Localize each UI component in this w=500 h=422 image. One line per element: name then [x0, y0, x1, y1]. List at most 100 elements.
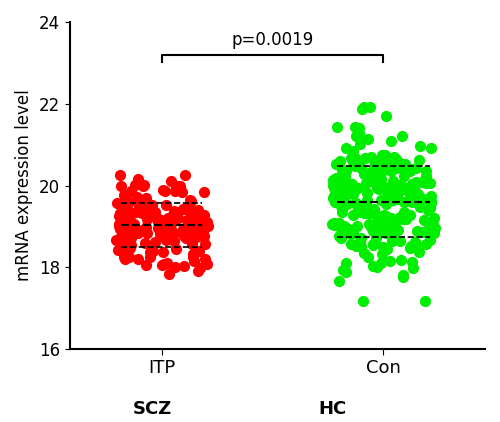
Point [400, 215, 408, 222]
Point [415, 197, 423, 204]
Point [192, 210, 200, 217]
Point [379, 183, 387, 190]
Point [338, 222, 346, 229]
Point [384, 161, 392, 168]
Point [400, 216, 408, 223]
Point [373, 219, 381, 226]
Point [159, 230, 167, 237]
Point [112, 199, 120, 206]
Point [140, 181, 148, 188]
Point [362, 200, 370, 207]
Point [166, 271, 173, 277]
Point [371, 240, 379, 246]
Point [382, 229, 390, 236]
Point [140, 182, 147, 189]
Point [116, 224, 124, 231]
Point [354, 184, 362, 191]
Point [369, 262, 377, 269]
Point [162, 237, 170, 244]
Point [347, 230, 355, 237]
Point [422, 179, 430, 186]
Point [126, 213, 134, 219]
Point [134, 230, 142, 236]
Point [363, 209, 371, 216]
Point [380, 156, 388, 162]
Point [344, 187, 351, 194]
Point [424, 221, 432, 227]
Point [154, 225, 162, 232]
Point [344, 225, 352, 232]
Point [426, 144, 434, 151]
Point [376, 225, 384, 232]
Point [330, 193, 338, 200]
Point [348, 181, 356, 187]
Point [374, 164, 382, 170]
Point [398, 271, 406, 278]
Point [188, 254, 196, 260]
Point [117, 183, 125, 189]
Point [400, 168, 407, 175]
Point [362, 204, 370, 211]
Point [340, 197, 348, 204]
Point [394, 195, 402, 202]
Point [126, 245, 134, 252]
Point [390, 196, 398, 203]
Point [382, 184, 390, 191]
Point [411, 181, 419, 188]
Point [171, 264, 179, 271]
Point [400, 199, 408, 206]
Point [172, 188, 179, 195]
Point [178, 189, 186, 196]
Point [428, 192, 436, 199]
Point [394, 193, 402, 200]
Point [338, 206, 346, 213]
Point [129, 225, 137, 232]
Point [334, 221, 342, 227]
Point [142, 262, 150, 268]
Point [192, 223, 200, 230]
Point [356, 141, 364, 148]
Point [398, 183, 406, 189]
Point [406, 168, 414, 175]
Point [328, 221, 336, 228]
Point [138, 210, 146, 216]
Point [167, 178, 175, 185]
Point [358, 165, 366, 171]
Point [134, 227, 142, 234]
Point [180, 228, 188, 235]
Point [126, 242, 134, 249]
Point [370, 163, 378, 170]
Point [202, 220, 209, 227]
Point [416, 143, 424, 149]
Point [145, 204, 153, 211]
Point [377, 260, 385, 267]
Point [350, 191, 358, 197]
Point [336, 188, 344, 195]
Point [374, 264, 382, 271]
Point [330, 197, 338, 204]
Point [342, 225, 350, 231]
Point [204, 222, 212, 229]
Point [380, 151, 388, 158]
Point [388, 196, 396, 203]
Point [384, 230, 392, 236]
Point [192, 234, 200, 241]
Point [344, 190, 352, 197]
Point [194, 229, 202, 236]
Point [406, 245, 414, 252]
Point [336, 233, 344, 239]
Point [343, 201, 351, 208]
Point [198, 221, 206, 228]
Point [370, 208, 378, 215]
Point [396, 160, 404, 166]
Point [173, 208, 181, 215]
Point [390, 228, 398, 235]
Point [155, 223, 163, 230]
Point [126, 199, 134, 206]
Point [201, 241, 209, 248]
Point [194, 248, 202, 254]
Point [416, 249, 424, 255]
Point [386, 227, 394, 234]
Point [340, 266, 347, 273]
Point [426, 225, 434, 232]
